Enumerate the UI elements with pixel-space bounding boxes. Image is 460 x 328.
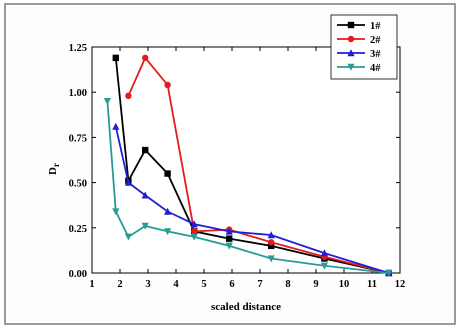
plot-area [91, 46, 401, 274]
series-4-point [190, 233, 198, 241]
legend-entry-4-marker [347, 63, 355, 71]
x-tick-label: 4 [173, 279, 179, 290]
series-1-point [112, 54, 119, 62]
x-axis-label: scaled distance [211, 301, 281, 313]
series-1-point [226, 235, 233, 242]
x-tick-label: 7 [257, 279, 262, 290]
y-axis-label: Dr [47, 163, 61, 175]
y-tick-label: 0.75 [69, 133, 87, 144]
series-2-point [125, 92, 132, 100]
chart-frame: 1 2 3 4 5 6 7 8 9 10 11 12 0.00 0.25 0.50 0.75 1.00 1.25 … [4, 3, 456, 325]
x-tick-label: 1 [89, 279, 94, 290]
series-2-point [164, 81, 171, 89]
series-3-point [267, 231, 275, 239]
x-tick-label: 5 [201, 279, 206, 290]
series-3-point [164, 207, 172, 215]
series-4-point [225, 242, 233, 250]
series-1-point [164, 170, 171, 177]
series-4-point [112, 208, 120, 216]
y-tick-label: 1.00 [69, 88, 87, 99]
legend-entry-2-label: 2# [370, 35, 381, 46]
series-4-point [103, 98, 111, 106]
series-1-point [268, 242, 275, 250]
series-2-point [191, 228, 198, 235]
series-4-line [106, 101, 389, 274]
legend-entry-2-marker [347, 35, 355, 43]
x-tick-label: 3 [145, 279, 150, 290]
series-2-line [127, 56, 390, 274]
legend-entry-4-label: 4# [370, 63, 381, 74]
legend-entry-1-label: 1# [370, 21, 381, 32]
series-3-point [320, 249, 328, 257]
y-tick-label: 1.25 [69, 43, 87, 54]
x-tick-label: 2 [117, 279, 122, 290]
series-3-point [190, 220, 198, 228]
y-axis-label-main: D [47, 167, 59, 175]
series-3-point [124, 178, 132, 186]
x-tick-label: 6 [229, 279, 234, 290]
series-4-point [164, 228, 172, 236]
series-4-point [124, 233, 132, 241]
series-3-point [141, 191, 149, 199]
series-4-point [320, 262, 328, 270]
series-4-point [385, 269, 393, 277]
legend: 1# 2# 3# 4# [330, 14, 398, 80]
x-tick-label: 8 [285, 279, 290, 290]
series-1-point [142, 146, 149, 154]
legend-entry-1-marker [347, 21, 355, 29]
y-tick-label: 0.25 [69, 224, 87, 235]
y-tick-label: 0.50 [69, 179, 87, 190]
series-4-point [267, 255, 275, 263]
y-tick-label: 0.00 [69, 269, 87, 280]
series-3-point [112, 122, 120, 130]
y-axis-label-subscript: r [51, 163, 61, 167]
x-tick-label: 11 [367, 279, 377, 290]
legend-entry-3-label: 3# [370, 49, 381, 60]
series-layer [103, 54, 393, 277]
x-tick-label: 12 [395, 279, 406, 290]
legend-entry-3-marker [347, 49, 355, 57]
series-4-point [141, 222, 149, 230]
x-tick-label: 10 [339, 279, 350, 290]
series-2-point [142, 54, 149, 62]
x-tick-label: 9 [313, 279, 318, 290]
series-2-point [268, 239, 275, 246]
series-3-point [225, 227, 233, 235]
line-chart: 1 2 3 4 5 6 7 8 9 10 11 120.000.250.500.751.001.25 … [47, 14, 406, 313]
